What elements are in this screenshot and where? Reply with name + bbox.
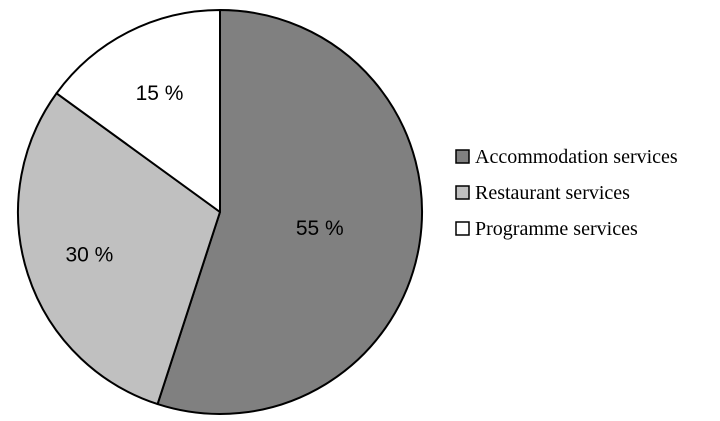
pie-slice-programme-services [55, 9, 221, 213]
slice-label-restaurant-services: 30 % [65, 243, 113, 266]
legend-swatch-accommodation-services [455, 149, 470, 164]
pie-slice-restaurant-services [17, 92, 221, 406]
pie-slice-accommodation-services [156, 9, 424, 415]
slice-value-labels: 55 % 30 % 15 % [65, 82, 343, 266]
pie-slices [17, 9, 424, 415]
legend-label-programme-services: Programme services [475, 218, 638, 240]
legend-label-restaurant-services: Restaurant services [475, 182, 630, 204]
slice-label-accommodation-services: 55 % [296, 217, 344, 240]
slice-label-programme-services: 15 % [136, 82, 184, 105]
legend-swatch-restaurant-services [455, 185, 470, 200]
legend-label-accommodation-services: Accommodation services [475, 146, 678, 168]
legend: Accommodation services Restaurant service… [455, 146, 678, 240]
legend-swatch-programme-services [455, 221, 470, 236]
